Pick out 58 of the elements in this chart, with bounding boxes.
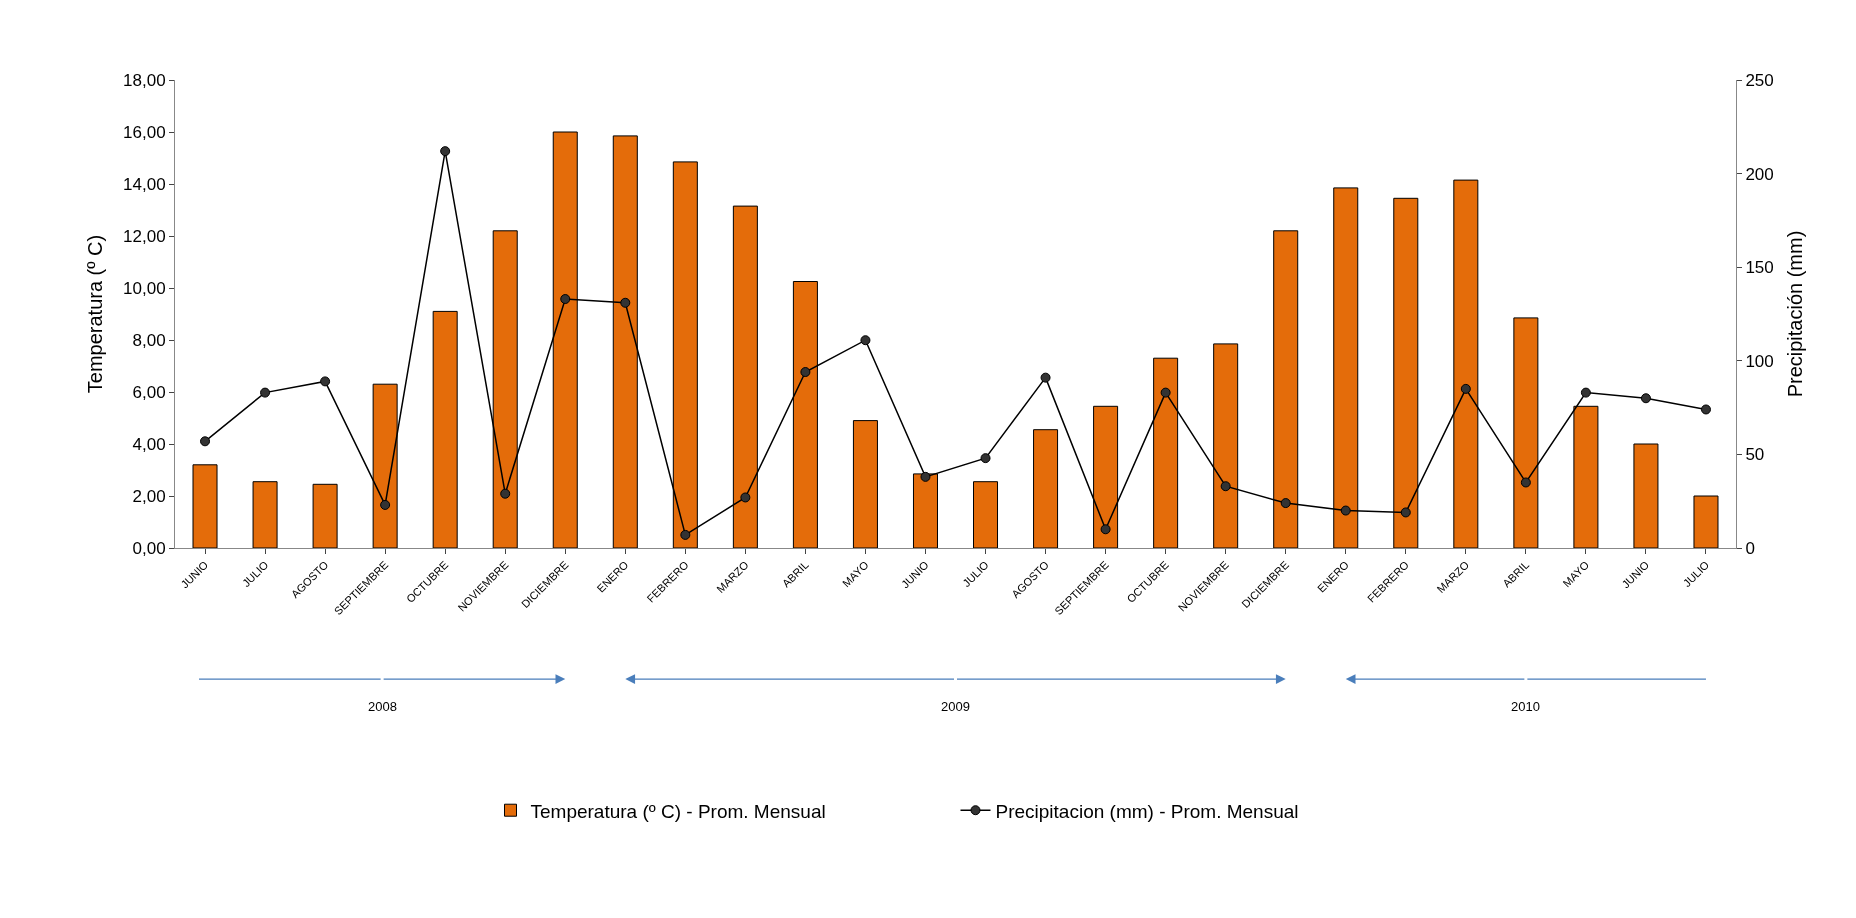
point — [1220, 481, 1231, 492]
bar — [312, 483, 338, 548]
point — [320, 376, 331, 387]
point — [1040, 372, 1051, 383]
point — [1400, 507, 1411, 518]
legend-label: Temperatura (º C) - Prom. Mensual — [530, 800, 826, 822]
bar — [252, 481, 278, 548]
point — [1700, 404, 1711, 415]
point — [1160, 387, 1171, 398]
y-tick-label: 6,00 — [132, 382, 166, 402]
y-tick-label: 4,00 — [132, 434, 166, 454]
bar — [973, 481, 999, 548]
y-tick-label: 16,00 — [123, 122, 166, 142]
bar — [1693, 495, 1719, 548]
point — [980, 453, 991, 464]
bar — [192, 464, 218, 548]
y-axis-title: Temperatura (º C) — [83, 234, 106, 394]
point — [1520, 477, 1531, 488]
point — [500, 488, 511, 499]
point — [1580, 387, 1591, 398]
y-tick-label: 10,00 — [123, 278, 166, 298]
point — [800, 367, 811, 378]
point — [440, 146, 451, 157]
y2-tick-label: 0 — [1745, 538, 1755, 558]
point — [380, 499, 391, 510]
bar — [432, 310, 458, 548]
y2-tick-label: 250 — [1745, 70, 1774, 90]
y2-axis-title: Precipitación (mm) — [1784, 230, 1807, 398]
point — [620, 297, 631, 308]
y2-tick-label: 50 — [1745, 445, 1765, 465]
y-tick-label: 14,00 — [123, 174, 166, 194]
y2-tick-label: 200 — [1745, 164, 1774, 184]
bar — [1033, 429, 1059, 548]
point — [740, 492, 751, 503]
point — [920, 471, 931, 482]
y-tick-label: 12,00 — [123, 226, 166, 246]
point — [1640, 393, 1651, 404]
point — [860, 335, 871, 346]
point — [1340, 505, 1351, 516]
text: 2009 — [941, 699, 970, 714]
y2-tick-label: 150 — [1745, 258, 1774, 278]
point — [1460, 383, 1471, 394]
point — [1100, 524, 1111, 535]
point — [200, 436, 211, 447]
legend-label: Precipitacion (mm) - Prom. Mensual — [995, 800, 1299, 822]
point — [1280, 498, 1291, 509]
y2-tick-label: 100 — [1745, 351, 1774, 371]
text: 2010 — [1511, 699, 1540, 714]
text: 2008 — [368, 699, 397, 714]
y-tick-label: 18,00 — [123, 70, 166, 90]
point — [680, 529, 691, 540]
y-tick-label: 2,00 — [132, 486, 166, 506]
point — [560, 294, 571, 305]
y-tick-label: 8,00 — [132, 330, 166, 350]
bar — [1633, 443, 1659, 548]
point — [260, 387, 271, 398]
y-tick-label: 0,00 — [132, 538, 166, 558]
bar — [852, 420, 878, 548]
